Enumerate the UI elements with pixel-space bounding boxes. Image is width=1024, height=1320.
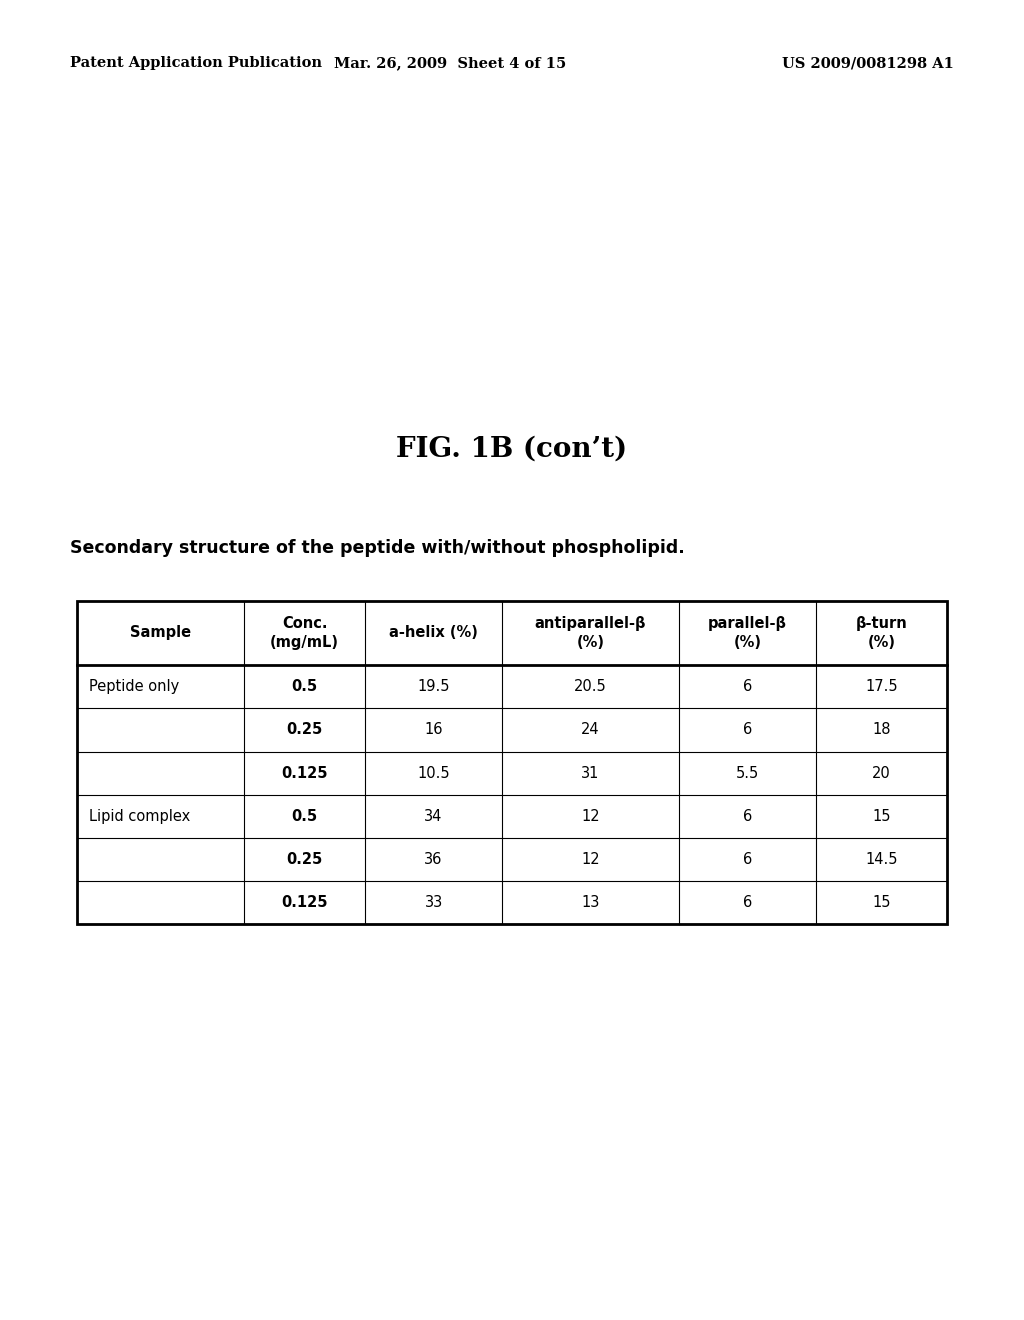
Text: 13: 13 (582, 895, 600, 909)
Text: Lipid complex: Lipid complex (89, 809, 190, 824)
Text: antiparallel-β
(%): antiparallel-β (%) (535, 616, 646, 649)
Bar (77, 601, 947, 924)
Text: 0.25: 0.25 (287, 722, 323, 738)
Text: Mar. 26, 2009  Sheet 4 of 15: Mar. 26, 2009 Sheet 4 of 15 (335, 57, 566, 70)
Text: 20: 20 (872, 766, 891, 780)
Text: 17.5: 17.5 (865, 680, 898, 694)
Text: 24: 24 (582, 722, 600, 738)
Text: 0.125: 0.125 (282, 895, 328, 909)
Text: a-helix (%): a-helix (%) (389, 626, 478, 640)
Text: 0.125: 0.125 (282, 766, 328, 780)
Text: 0.5: 0.5 (292, 680, 317, 694)
Text: 14.5: 14.5 (865, 851, 898, 867)
Text: 33: 33 (424, 895, 442, 909)
Text: FIG. 1B (con’t): FIG. 1B (con’t) (396, 436, 628, 462)
Text: Conc.
(mg/mL): Conc. (mg/mL) (270, 616, 339, 649)
Text: 36: 36 (424, 851, 442, 867)
Text: 31: 31 (582, 766, 600, 780)
Text: 34: 34 (424, 809, 442, 824)
Text: Sample: Sample (130, 626, 190, 640)
Text: 20.5: 20.5 (574, 680, 607, 694)
Text: 15: 15 (872, 809, 891, 824)
Text: 6: 6 (742, 851, 752, 867)
Text: parallel-β
(%): parallel-β (%) (708, 616, 786, 649)
Text: 12: 12 (582, 851, 600, 867)
Text: 6: 6 (742, 722, 752, 738)
Text: Patent Application Publication: Patent Application Publication (70, 57, 322, 70)
Text: 6: 6 (742, 809, 752, 824)
Text: Secondary structure of the peptide with/without phospholipid.: Secondary structure of the peptide with/… (70, 539, 684, 557)
Text: 18: 18 (872, 722, 891, 738)
Text: 19.5: 19.5 (418, 680, 450, 694)
Text: 0.5: 0.5 (292, 809, 317, 824)
Text: Peptide only: Peptide only (89, 680, 179, 694)
Text: 10.5: 10.5 (417, 766, 450, 780)
Text: 0.25: 0.25 (287, 851, 323, 867)
Text: 6: 6 (742, 895, 752, 909)
Text: 16: 16 (424, 722, 442, 738)
Text: 12: 12 (582, 809, 600, 824)
Text: 5.5: 5.5 (735, 766, 759, 780)
Text: β-turn
(%): β-turn (%) (855, 616, 907, 649)
Text: 15: 15 (872, 895, 891, 909)
Text: 6: 6 (742, 680, 752, 694)
Text: US 2009/0081298 A1: US 2009/0081298 A1 (782, 57, 954, 70)
